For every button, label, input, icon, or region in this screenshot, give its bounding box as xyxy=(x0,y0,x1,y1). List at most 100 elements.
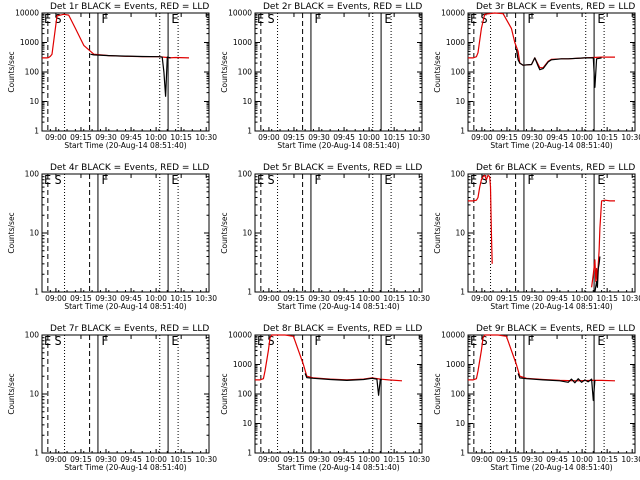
data-series-2 xyxy=(304,373,383,396)
plot-frame xyxy=(467,173,636,293)
x-tick-label: 10:30 xyxy=(195,294,217,303)
event-marker-e: E xyxy=(470,12,477,26)
event-marker-e: E xyxy=(171,173,178,187)
event-marker-e: E xyxy=(257,173,264,187)
y-axis-label: Counts/sec xyxy=(7,51,16,92)
x-tick-label: 10:30 xyxy=(621,455,640,464)
x-tick-label: 10:00 xyxy=(145,294,167,303)
x-tick-label: 10:30 xyxy=(195,133,217,142)
x-tick-label: 09:45 xyxy=(120,455,142,464)
x-tick-label: 09:30 xyxy=(308,133,330,142)
x-tick-label: 10:30 xyxy=(621,294,640,303)
panel-title: Det 1r BLACK = Events, RED = LLD xyxy=(50,2,209,12)
event-marker-e: E xyxy=(384,334,391,348)
event-marker-e: E xyxy=(597,173,604,187)
y-tick-label: 10 xyxy=(455,419,465,428)
x-tick-label: 09:30 xyxy=(521,133,543,142)
y-tick-label: 1000 xyxy=(446,360,465,369)
event-marker-s: S xyxy=(481,173,488,187)
plot-frame xyxy=(254,334,423,454)
event-marker-f: F xyxy=(101,173,108,187)
y-tick-label: 100 xyxy=(25,170,40,179)
x-tick-label: 09:15 xyxy=(496,294,518,303)
event-marker-f: F xyxy=(527,334,534,348)
y-tick-label: 10000 xyxy=(228,9,252,18)
x-tick-label: 09:30 xyxy=(308,455,330,464)
x-tick-label: 09:30 xyxy=(521,294,543,303)
plot-frame xyxy=(254,173,423,293)
y-tick-label: 1 xyxy=(34,288,39,297)
y-tick-label: 100 xyxy=(451,68,466,77)
y-tick-label: 10 xyxy=(29,390,39,399)
y-tick-label: 10 xyxy=(242,419,252,428)
data-series-2 xyxy=(517,373,596,402)
x-axis-label: Start Time (20-Aug-14 08:51:40) xyxy=(490,302,612,311)
plot-frame xyxy=(41,173,210,293)
y-tick-label: 100 xyxy=(25,68,40,77)
x-tick-label: 09:30 xyxy=(521,455,543,464)
data-series-1 xyxy=(468,174,493,264)
y-tick-label: 10 xyxy=(29,229,39,238)
x-tick-label: 10:30 xyxy=(408,294,430,303)
event-marker-s: S xyxy=(55,334,62,348)
x-tick-label: 10:00 xyxy=(358,455,380,464)
event-marker-f: F xyxy=(527,12,534,26)
x-tick-label: 09:15 xyxy=(70,133,92,142)
x-tick-label: 09:15 xyxy=(496,455,518,464)
data-series-1 xyxy=(42,13,190,59)
y-axis-label: Counts/sec xyxy=(220,51,229,92)
x-tick-label: 10:00 xyxy=(571,133,593,142)
detector-panel-8: Det 8r BLACK = Events, RED = LLD 1 10 100 10… xyxy=(220,324,430,472)
x-tick-label: 09:15 xyxy=(283,133,305,142)
detector-panel-9: Det 9r BLACK = Events, RED = LLD 1 10 100 10… xyxy=(433,324,640,472)
y-axis-label: Counts/sec xyxy=(7,212,16,253)
x-tick-label: 10:15 xyxy=(170,455,192,464)
x-tick-label: 09:15 xyxy=(283,294,305,303)
plot-frame xyxy=(254,12,423,132)
panel-title: Det 3r BLACK = Events, RED = LLD xyxy=(476,2,635,12)
x-tick-label: 10:15 xyxy=(596,455,618,464)
y-axis-label: Counts/sec xyxy=(7,373,16,414)
x-axis-label: Start Time (20-Aug-14 08:51:40) xyxy=(490,141,612,150)
detector-panel-1: Det 1r BLACK = Events, RED = LLD 1 10 100 10… xyxy=(7,2,217,150)
x-tick-label: 09:00 xyxy=(258,133,280,142)
event-marker-f: F xyxy=(314,334,321,348)
y-tick-label: 100 xyxy=(238,390,253,399)
y-tick-label: 10 xyxy=(242,229,252,238)
x-tick-label: 10:15 xyxy=(596,294,618,303)
x-axis-label: Start Time (20-Aug-14 08:51:40) xyxy=(277,141,399,150)
x-tick-label: 09:00 xyxy=(258,455,280,464)
y-axis-label: Counts/sec xyxy=(433,373,442,414)
y-tick-label: 1 xyxy=(34,449,39,458)
y-tick-label: 1000 xyxy=(20,38,39,47)
event-marker-s: S xyxy=(55,12,62,26)
x-tick-label: 10:15 xyxy=(170,133,192,142)
detector-panel-4: Det 4r BLACK = Events, RED = LLD 1 10 100 09… xyxy=(7,163,217,311)
x-tick-label: 10:30 xyxy=(408,455,430,464)
x-tick-label: 10:30 xyxy=(195,455,217,464)
event-marker-f: F xyxy=(314,173,321,187)
x-tick-label: 09:15 xyxy=(70,294,92,303)
x-tick-label: 09:45 xyxy=(120,294,142,303)
x-tick-label: 09:15 xyxy=(70,455,92,464)
data-series-2 xyxy=(515,48,602,89)
event-marker-e: E xyxy=(384,173,391,187)
x-axis-label: Start Time (20-Aug-14 08:51:40) xyxy=(64,463,186,472)
y-tick-label: 1 xyxy=(460,449,465,458)
event-marker-s: S xyxy=(268,12,275,26)
y-tick-label: 1 xyxy=(460,127,465,136)
panel-title: Det 8r BLACK = Events, RED = LLD xyxy=(263,324,422,334)
data-series-2 xyxy=(90,53,171,97)
panel-title: Det 2r BLACK = Events, RED = LLD xyxy=(263,2,422,12)
y-tick-label: 100 xyxy=(238,68,253,77)
x-tick-label: 09:45 xyxy=(546,294,568,303)
x-tick-label: 10:00 xyxy=(145,455,167,464)
plot-frame xyxy=(467,12,636,132)
event-marker-e: E xyxy=(257,12,264,26)
event-marker-f: F xyxy=(101,334,108,348)
x-tick-label: 10:30 xyxy=(408,133,430,142)
x-tick-label: 09:30 xyxy=(308,294,330,303)
panel-title: Det 4r BLACK = Events, RED = LLD xyxy=(50,163,209,173)
detector-panel-6: Det 6r BLACK = Events, RED = LLD 1 10 100 09… xyxy=(433,163,640,311)
